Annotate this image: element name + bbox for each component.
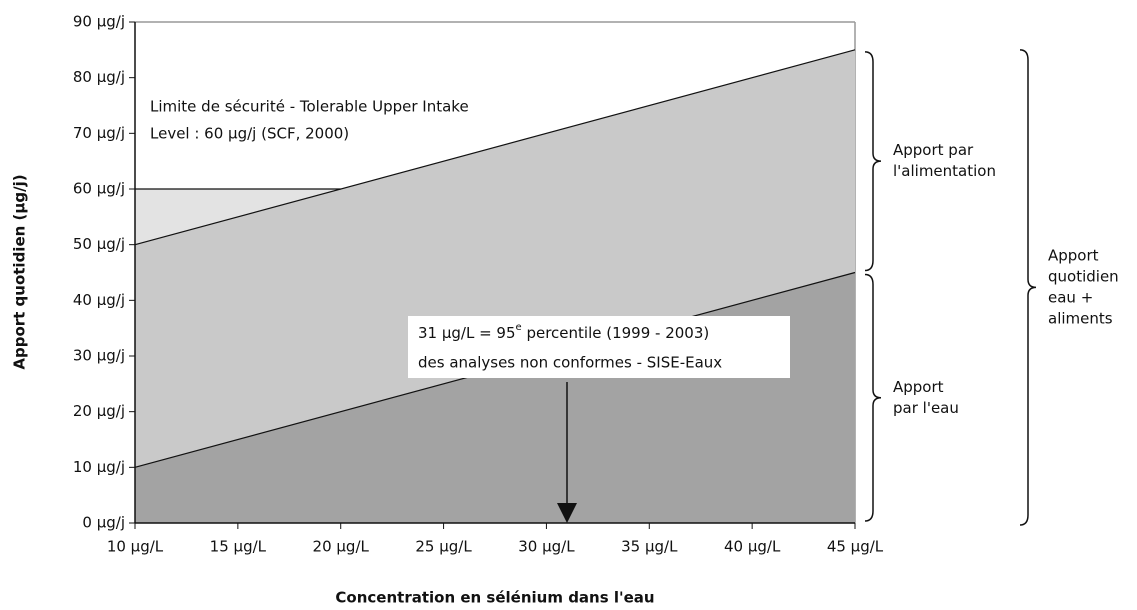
y-tick-label: 50 µg/j xyxy=(73,235,125,253)
brace-label: par l'eau xyxy=(893,399,959,417)
y-tick-label: 10 µg/j xyxy=(73,458,125,476)
brace-label: Apport par xyxy=(893,141,974,159)
brace-label: Apport xyxy=(893,378,944,396)
y-tick-label: 30 µg/j xyxy=(73,347,125,365)
brace-label: eau + xyxy=(1048,288,1093,306)
brace xyxy=(1019,49,1037,526)
x-tick-label: 35 µg/L xyxy=(621,538,678,556)
x-tick-label: 40 µg/L xyxy=(724,538,781,556)
annotation-part: percentile (1999 - 2003) xyxy=(522,324,710,342)
x-tick-label: 25 µg/L xyxy=(415,538,472,556)
x-tick-label: 15 µg/L xyxy=(210,538,267,556)
y-axis-title: Apport quotidien (µg/j) xyxy=(11,174,29,369)
annotation: Limite de sécurité - Tolerable Upper Int… xyxy=(150,98,469,116)
annotation-part: e xyxy=(516,322,522,333)
y-tick-label: 60 µg/j xyxy=(73,180,125,198)
brace-label: quotidien xyxy=(1048,267,1119,285)
brace-label: l'alimentation xyxy=(893,162,996,180)
area-edge xyxy=(134,49,856,246)
arrowhead xyxy=(557,503,577,523)
y-tick-label: 80 µg/j xyxy=(73,68,125,86)
y-tick-label: 40 µg/j xyxy=(73,291,125,309)
annotation: des analyses non conformes - SISE-Eaux xyxy=(418,354,722,372)
x-tick-label: 30 µg/L xyxy=(518,538,575,556)
annotation-part: 31 µg/L = 95 xyxy=(418,324,516,342)
area xyxy=(135,49,855,468)
x-axis-title: Concentration en sélénium dans l'eau xyxy=(335,589,654,607)
y-tick-label: 90 µg/j xyxy=(73,13,125,31)
y-tick-label: 0 µg/j xyxy=(82,514,125,532)
x-tick-label: 10 µg/L xyxy=(107,538,164,556)
y-tick-label: 70 µg/j xyxy=(73,124,125,142)
brace-label: Apport xyxy=(1048,246,1099,264)
brace xyxy=(864,51,882,272)
annotation-box xyxy=(408,316,790,378)
x-tick-label: 45 µg/L xyxy=(827,538,884,556)
annotation: Level : 60 µg/j (SCF, 2000) xyxy=(150,125,349,143)
annotation: 31 µg/L = 95e percentile (1999 - 2003) xyxy=(418,322,709,342)
y-tick-label: 20 µg/j xyxy=(73,402,125,420)
brace xyxy=(864,273,882,522)
brace-label: aliments xyxy=(1048,309,1113,327)
x-tick-label: 20 µg/L xyxy=(313,538,370,556)
